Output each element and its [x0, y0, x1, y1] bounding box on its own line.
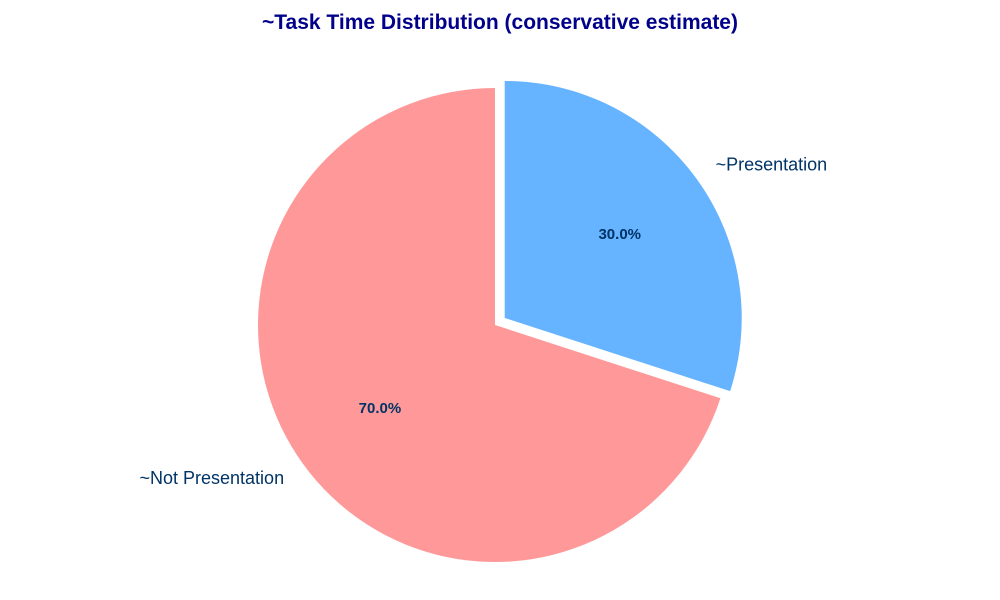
slice-percentage-label: 30.0%: [598, 226, 641, 243]
pie-slices: [258, 80, 742, 562]
slice-label: ~Not Presentation: [139, 468, 284, 488]
pie-labels: ~Not Presentation 70.0% ~Presentation 30.0%: [139, 155, 827, 489]
slice-percentage-label: 70.0%: [359, 400, 402, 417]
pie-slice: [258, 88, 721, 562]
slice-label: ~Presentation: [716, 155, 828, 175]
pie-slice: [504, 80, 742, 392]
chart-title: ~Task Time Distribution (conservative es…: [262, 11, 738, 34]
